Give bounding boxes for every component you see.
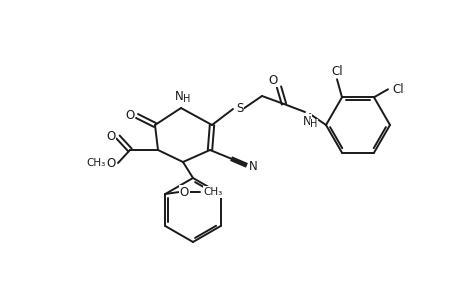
Text: O: O bbox=[106, 130, 115, 142]
Text: H: H bbox=[310, 119, 317, 129]
Text: O: O bbox=[268, 74, 277, 86]
Text: CH₃: CH₃ bbox=[203, 187, 223, 197]
Text: S: S bbox=[236, 101, 243, 115]
Text: Cl: Cl bbox=[330, 65, 342, 78]
Text: O: O bbox=[125, 109, 134, 122]
Text: H: H bbox=[183, 94, 190, 104]
Text: O: O bbox=[179, 185, 189, 199]
Text: O: O bbox=[106, 157, 115, 169]
Text: N: N bbox=[248, 160, 257, 172]
Text: N: N bbox=[302, 115, 311, 128]
Text: CH₃: CH₃ bbox=[86, 158, 106, 168]
Text: N: N bbox=[174, 89, 183, 103]
Text: Cl: Cl bbox=[392, 83, 403, 96]
